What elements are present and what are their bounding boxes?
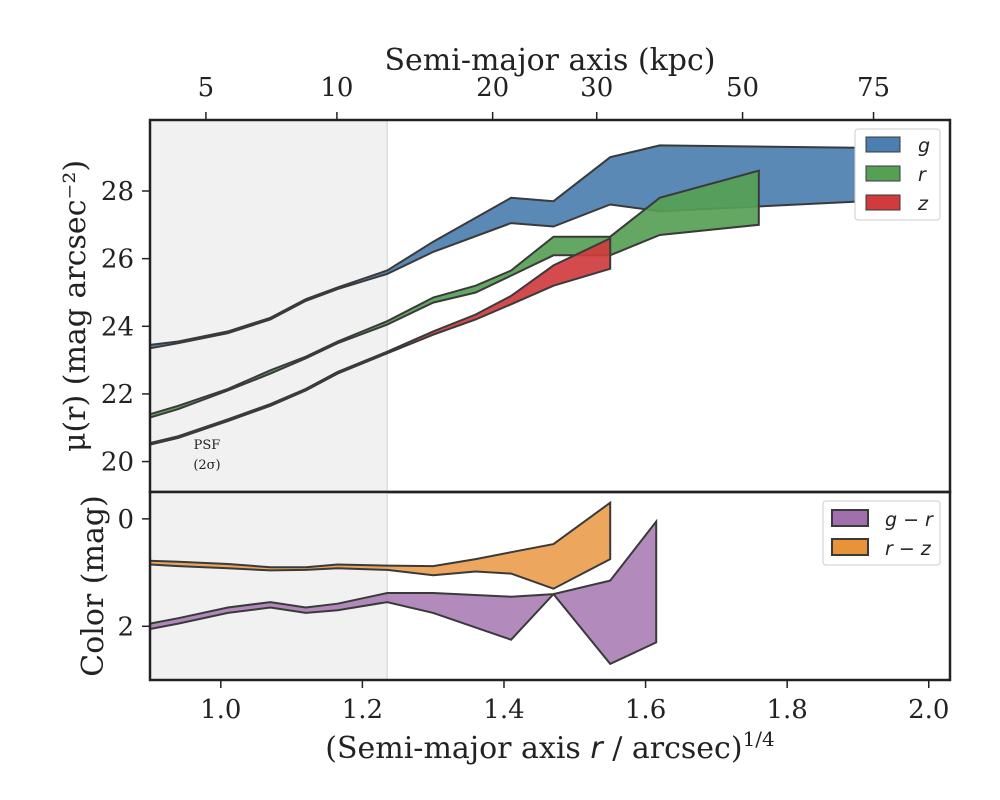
bottom-panel-frame [148, 490, 952, 682]
psf-label-line-2: (2σ) [193, 458, 220, 473]
band-r [149, 169, 760, 419]
color-panel: 02 1.0 1.2 1.4 1.6 1.8 2.0 g − r r − z Color … [76, 490, 952, 766]
top-legend: g r z [854, 128, 941, 221]
band-r-z [149, 500, 612, 590]
legend-swatch-z [865, 194, 901, 211]
surface-brightness-panel: 20 22 24 26 28 5 10 20 30 50 75 PSF (2σ) g r z Se… [58, 43, 952, 494]
y-tick-label: 20 [101, 448, 134, 478]
y-tick-label: 28 [101, 177, 134, 207]
legend-label-g: g [918, 135, 930, 157]
bottom-y-axis-label: Color (mag) [76, 495, 111, 677]
x-tick-label: 2.0 [908, 695, 949, 725]
y-tick-label: 24 [101, 312, 134, 342]
psf-shaded-region [150, 120, 388, 492]
legend-label-r: r [918, 164, 927, 186]
legend-swatch-r-z [831, 538, 869, 556]
top-y-axis-ticks: 20 22 24 26 28 [101, 177, 150, 478]
kpc-tick-label: 10 [320, 73, 353, 103]
kpc-tick-label: 75 [857, 73, 890, 103]
bottom-y-axis-ticks: 02 [117, 505, 150, 642]
top-y-axis-label: μ(r) (mag arcsec⁻²) [58, 160, 93, 452]
color-bands [149, 500, 658, 666]
band-g-r [149, 518, 658, 666]
legend-label-z: z [917, 193, 929, 215]
y-tick-label: 26 [101, 245, 134, 275]
legend-label-r-z: r − z [885, 538, 932, 560]
x-tick-label: 1.4 [483, 695, 524, 725]
legend-swatch-r [865, 165, 901, 182]
kpc-tick-label: 30 [580, 73, 613, 103]
kpc-tick-label: 50 [726, 73, 759, 103]
x-tick-label: 1.0 [200, 695, 241, 725]
bottom-x-axis-label: (Semi-major axis r / arcsec)1/4 [325, 727, 775, 766]
top-x-axis-label: Semi-major axis (kpc) [385, 43, 716, 78]
kpc-tick-label: 20 [476, 73, 509, 103]
band-z [149, 236, 612, 446]
x-tick-label: 1.2 [342, 695, 383, 725]
legend-label-g-r: g − r [885, 509, 934, 531]
kpc-tick-label: 5 [198, 73, 215, 103]
bottom-x-axis-ticks: 1.0 1.2 1.4 1.6 1.8 2.0 [200, 680, 949, 725]
legend-swatch-g-r [831, 509, 869, 527]
y-tick-label: 22 [101, 380, 134, 410]
psf-shaded-region-bottom [150, 492, 388, 680]
y-tick-label: 0 [117, 505, 134, 535]
x-tick-label: 1.8 [766, 695, 807, 725]
top-x-axis-kpc-ticks: 5 10 20 30 50 75 [198, 73, 890, 120]
legend-swatch-g [865, 136, 901, 153]
bottom-legend: g − r r − z [822, 500, 941, 566]
x-tick-label: 1.6 [625, 695, 666, 725]
psf-label-line-1: PSF [194, 438, 221, 453]
y-tick-label: 2 [117, 612, 134, 642]
